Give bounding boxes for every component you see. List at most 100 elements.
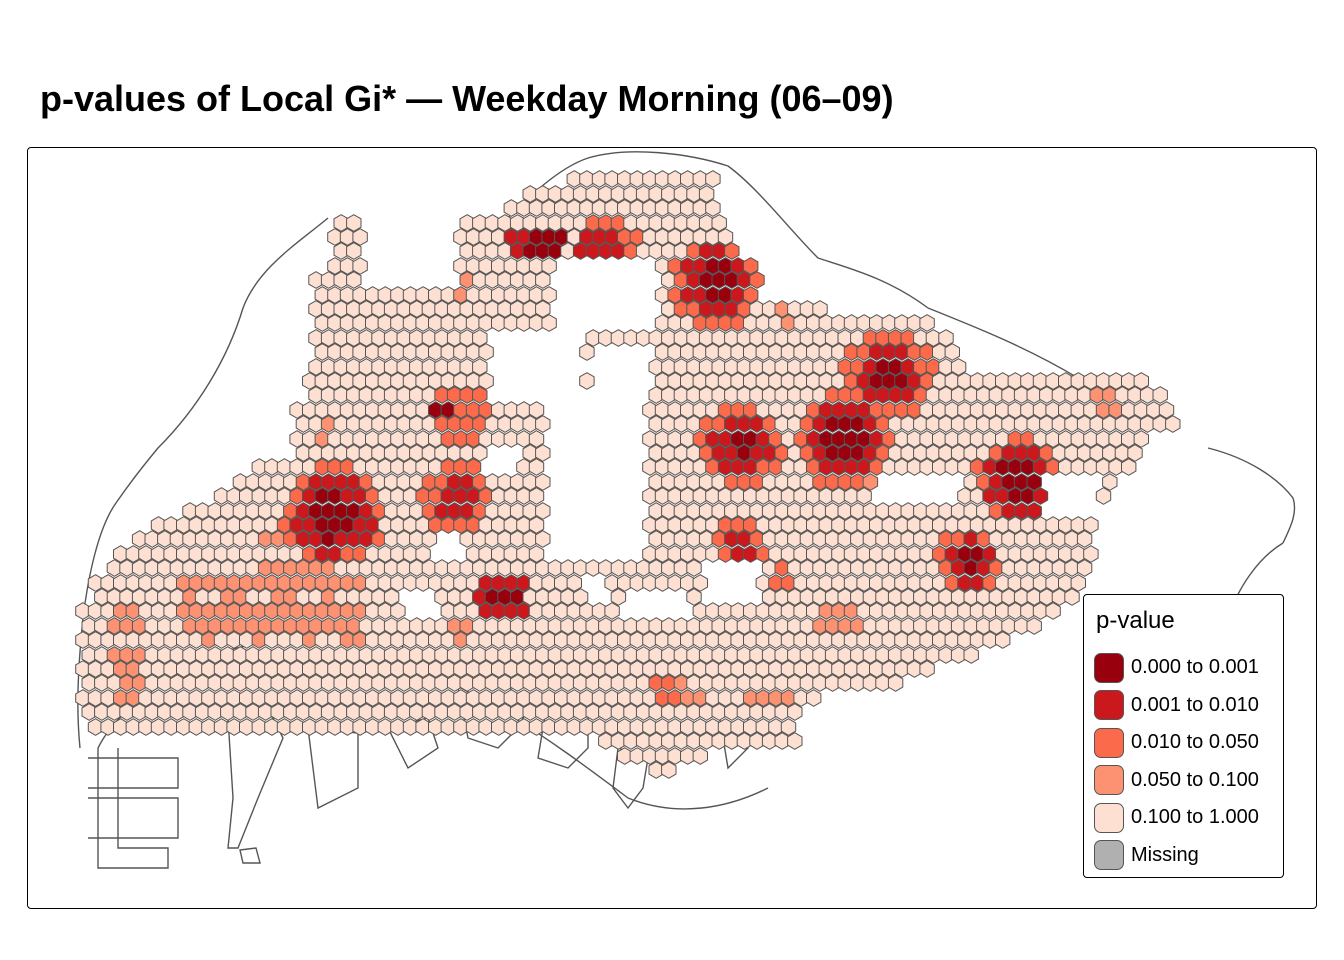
legend-item: 0.010 to 0.050: [1094, 724, 1259, 762]
hex-cell: [415, 545, 431, 563]
hexagon-grid: [75, 170, 1181, 779]
hex-cell: [743, 257, 759, 275]
hex-cell: [1070, 574, 1086, 592]
legend-swatch: [1094, 802, 1124, 833]
hex-cell: [1045, 602, 1061, 620]
hex-cell: [478, 372, 494, 390]
hex-cell: [717, 228, 734, 246]
hex-cell: [950, 358, 967, 376]
coastline-segment: [88, 757, 179, 789]
map-legend: p-value 0.000 to 0.001 0.001 to 0.010 0.…: [1083, 594, 1284, 878]
hex-cell: [528, 458, 545, 476]
legend-label: 0.001 to 0.010: [1131, 693, 1259, 716]
hex-cell: [352, 257, 368, 275]
coastline-segment: [97, 748, 169, 869]
coastline-segment: [1207, 447, 1296, 544]
hex-cell: [1165, 415, 1181, 433]
hex-cell: [749, 271, 765, 289]
coastline-segment: [88, 797, 179, 839]
hex-cell: [535, 444, 551, 462]
hex-cell: [572, 588, 589, 606]
hex-cell: [1133, 430, 1149, 448]
hex-cell: [472, 444, 488, 462]
hex-cell: [579, 343, 595, 361]
legend-label: 0.050 to 0.100: [1131, 768, 1259, 791]
hex-cell: [995, 631, 1011, 649]
hex-cell: [579, 372, 595, 390]
hex-cell: [963, 646, 979, 664]
legend-swatch: [1094, 727, 1124, 758]
hex-cell: [528, 516, 545, 534]
hex-cell: [1095, 487, 1112, 505]
coastline-segment: [307, 727, 359, 810]
hex-cell: [383, 588, 400, 606]
legend-label: 0.100 to 1.000: [1131, 806, 1259, 829]
legend-item: 0.000 to 0.001: [1094, 649, 1259, 687]
legend-items: 0.000 to 0.001 0.001 to 0.010 0.010 to 0…: [1094, 649, 1259, 874]
hex-cell: [346, 242, 362, 260]
hex-cell: [692, 747, 708, 765]
hex-cell: [1133, 372, 1149, 390]
legend-label: 0.000 to 0.001: [1131, 656, 1259, 679]
hex-cell: [686, 588, 702, 606]
legend-item: 0.001 to 0.010: [1094, 687, 1259, 725]
hex-cell: [346, 271, 362, 289]
coastline-segment: [239, 847, 261, 864]
hex-cell: [1121, 458, 1137, 476]
hex-cell: [1026, 502, 1042, 520]
legend-title: p-value: [1096, 607, 1175, 634]
legend-item: 0.050 to 0.100: [1094, 762, 1259, 800]
hex-cell: [780, 718, 797, 736]
hex-cell: [478, 343, 494, 361]
hex-cell: [528, 545, 545, 563]
hex-cell: [346, 214, 362, 232]
hex-cell: [541, 314, 557, 332]
hex-cell: [535, 530, 551, 548]
hex-map: [75, 151, 1296, 869]
hex-cell: [390, 602, 406, 620]
hex-cell: [787, 703, 803, 721]
hex-cell: [1158, 401, 1175, 419]
hex-cell: [465, 458, 482, 476]
hex-cell: [724, 242, 740, 260]
hex-cell: [535, 300, 551, 318]
hex-cell: [919, 314, 935, 332]
hex-cell: [1026, 473, 1042, 491]
hex-cell: [661, 761, 677, 779]
hex-cell: [535, 271, 551, 289]
map-panel: [27, 147, 1317, 909]
hex-cell: [856, 487, 872, 505]
hex-cell: [1032, 487, 1049, 505]
legend-swatch: [1094, 690, 1124, 721]
hex-cell: [862, 473, 879, 491]
hex-cell: [944, 343, 960, 361]
hex-cell: [1127, 444, 1143, 462]
legend-label: Missing: [1131, 843, 1199, 866]
hex-cell: [705, 170, 721, 188]
hex-cell: [472, 358, 488, 376]
hex-cell: [604, 602, 620, 620]
legend-swatch: [1094, 652, 1124, 683]
hex-cell: [472, 329, 488, 347]
hex-cell: [528, 401, 545, 419]
hex-cell: [528, 430, 545, 448]
hex-cell: [535, 502, 551, 520]
hex-cell: [887, 674, 904, 692]
hex-cell: [806, 689, 822, 707]
hex-cell: [1152, 386, 1168, 404]
hex-cell: [1083, 545, 1099, 563]
hex-cell: [352, 228, 368, 246]
legend-label: 0.010 to 0.050: [1131, 731, 1259, 754]
hex-cell: [711, 214, 727, 232]
hex-cell: [692, 574, 708, 592]
hex-cell: [1102, 473, 1118, 491]
hex-cell: [421, 530, 438, 548]
hex-cell: [528, 487, 545, 505]
hex-cell: [566, 574, 582, 592]
hex-cell: [541, 257, 557, 275]
hex-cell: [535, 415, 551, 433]
map-title: p-values of Local Gi* — Weekday Morning …: [40, 78, 894, 119]
hex-cell: [1076, 559, 1093, 577]
hex-cell: [787, 732, 803, 750]
legend-item: Missing: [1094, 837, 1259, 875]
